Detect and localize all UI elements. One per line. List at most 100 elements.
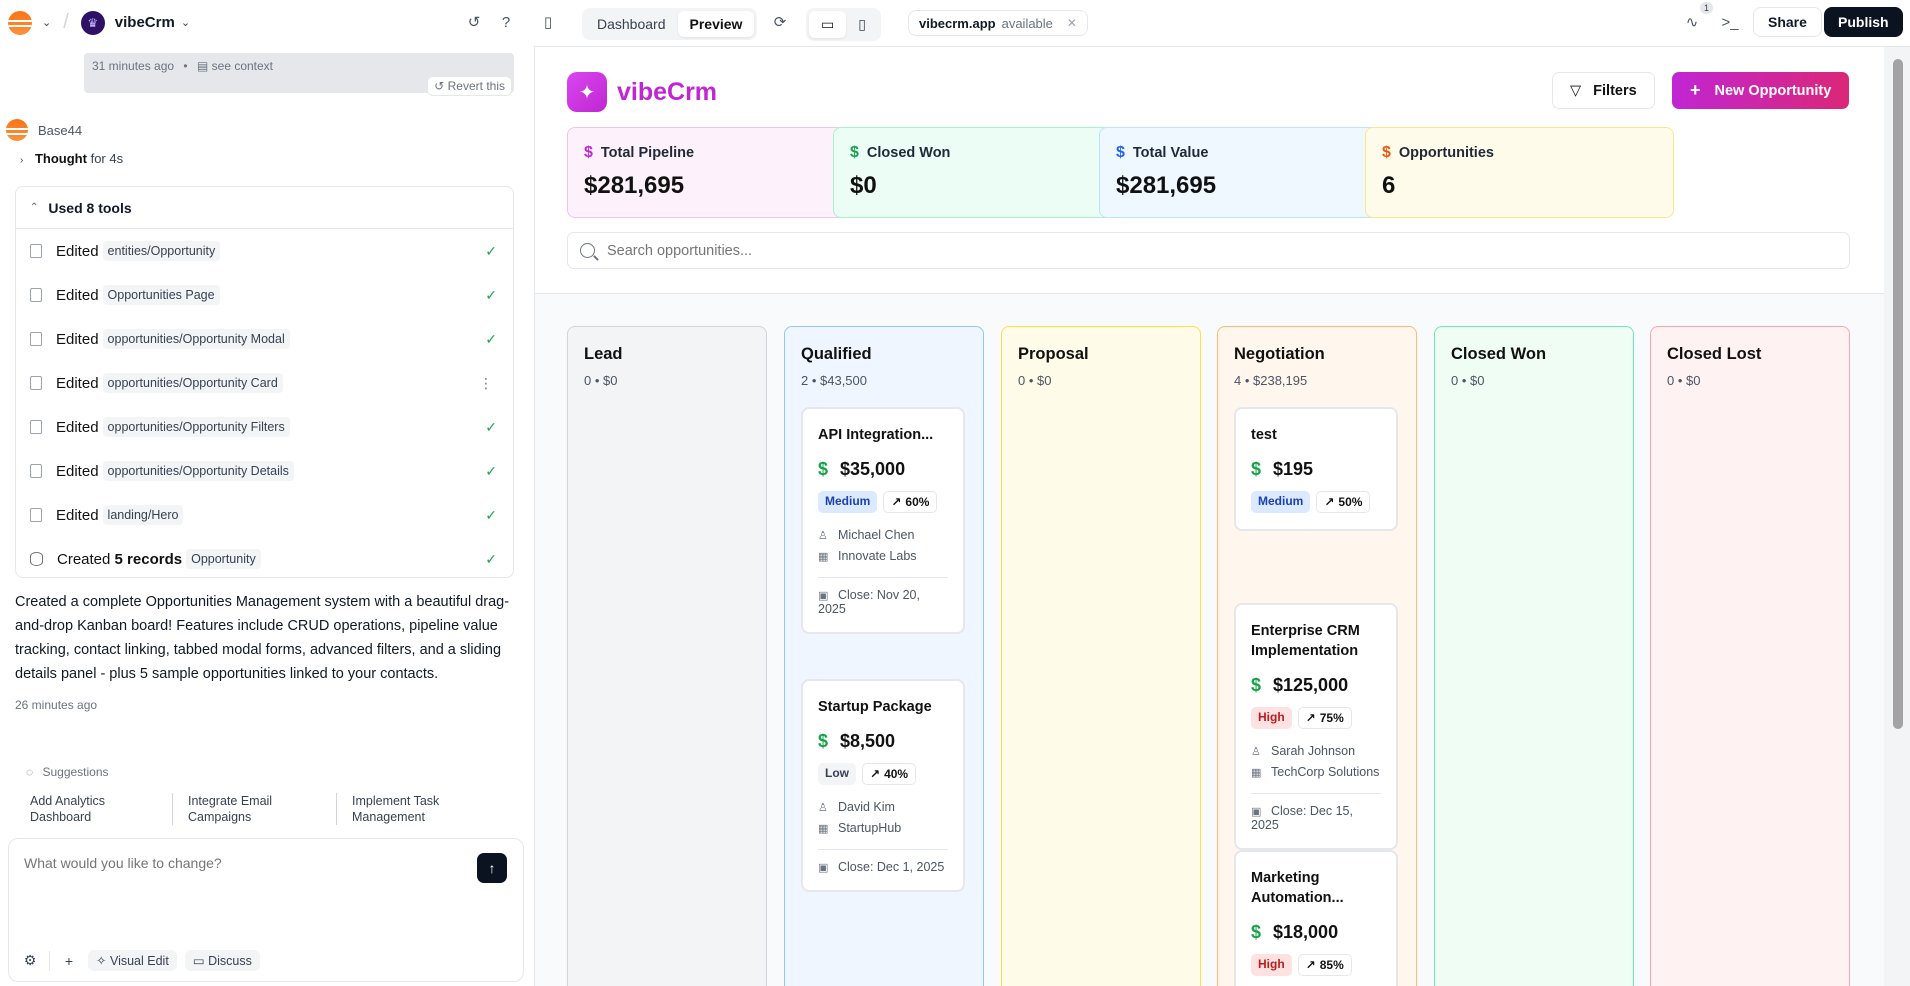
scrollbar[interactable] [1884,47,1910,986]
base44-logo-icon[interactable] [8,10,32,35]
plus-icon[interactable]: + [64,952,74,969]
chat-panel: 31 minutes ago • ▤ see context ↺ Revert … [0,45,530,986]
card-title: Startup Package [818,699,932,715]
filters-button[interactable]: ▽ Filters [1552,72,1655,109]
tool-row[interactable]: Edited opportunities/Opportunity Details ✓ [16,449,513,493]
opportunity-card[interactable]: Marketing Automation... $ $18,000 High ↗ 85% [1234,850,1398,986]
tools-header-label: Used 8 tools [48,199,132,216]
project-name[interactable]: vibeCrm [114,14,175,31]
stat-value: $0 [850,172,877,199]
tool-row[interactable]: Edited landing/Hero ✓ [16,493,513,537]
priority-badge: High [1251,707,1292,729]
tool-row[interactable]: Edited opportunities/Opportunity Filters ✓ [16,405,513,449]
tool-row[interactable]: Edited entities/Opportunity ✓ [16,229,513,273]
suggestion-task[interactable]: Implement Task Management [336,793,486,825]
more-vertical-icon[interactable]: ⋮ [479,374,493,391]
url-pill[interactable]: vibecrm.app available ✕ [908,10,1088,36]
file-icon [30,464,42,478]
kanban-column: Closed Lost 0 • $0 [1650,326,1850,986]
see-context-link[interactable]: see context [211,59,274,73]
chevron-right-icon: › [20,155,24,166]
chevron-down-icon[interactable]: ⌄ [42,17,52,29]
card-value-text: $8,500 [840,731,896,751]
search-icon [580,243,595,258]
tool-row[interactable]: Created 5 records Opportunity ✓ [16,537,513,577]
visual-edit-button[interactable]: ✧ Visual Edit [88,950,177,971]
check-icon: ✓ [485,550,497,567]
revert-button[interactable]: ↺ Revert this [427,76,512,96]
new-opportunity-button[interactable]: + New Opportunity [1672,72,1850,109]
publish-button[interactable]: Publish [1824,7,1903,37]
close-date: ▣ Close: Dec 1, 2025 [818,849,948,874]
tool-path: landing/Hero [102,505,184,525]
refresh-icon[interactable]: ⟳ [773,14,787,31]
thought-label: Thought [34,151,87,166]
scrollbar-thumb[interactable] [1893,59,1903,729]
tools-header[interactable]: ⌃ Used 8 tools [16,187,513,229]
stat-value: 6 [1382,172,1396,199]
mobile-view-icon[interactable]: ▯ [858,16,866,32]
card-meta: ♙ Sarah Johnson ▦ TechCorp Solutions [1251,741,1381,783]
context-meta: 31 minutes ago • ▤ see context [92,59,273,73]
share-button[interactable]: Share [1753,7,1822,37]
trending-up-icon: ↗ [870,767,881,781]
opportunity-card[interactable]: Enterprise CRM Implementation $ $125,000 Hi… [1234,603,1398,850]
thought-toggle[interactable]: › Thought for 4s [20,151,123,166]
column-title: Closed Lost [1667,345,1762,363]
dollar-icon: $ [850,144,859,161]
desktop-view-icon[interactable]: ▭ [809,11,847,38]
priority-badge: Medium [818,491,878,513]
stat-card: $ Opportunities 6 [1365,127,1674,218]
card-tags: High ↗ 75% [1251,707,1381,729]
sidebar-toggle-icon[interactable]: ▯ [543,14,553,31]
file-icon [30,420,42,434]
kanban-column: Lead 0 • $0 [567,326,767,986]
tool-row[interactable]: Edited Opportunities Page ✓ [16,273,513,317]
card-tags: Medium ↗ 60% [818,491,948,513]
company-row: ▦ TechCorp Solutions [1251,762,1381,783]
composer-tools: ⚙ + ✧ Visual Edit ▭ Discuss [19,950,260,971]
tool-path: Opportunities Page [102,285,220,305]
contact-row: ♙ Sarah Johnson [1251,741,1381,762]
close-date-text: Close: Dec 15, 2025 [1251,804,1353,832]
card-tags: High ↗ 85% [1251,954,1381,976]
search-input[interactable] [607,242,1807,259]
contact-name: Sarah Johnson [1271,744,1356,758]
card-meta: ♙ David Kim ▦ StartupHub [818,797,948,839]
suggestion-analytics[interactable]: Add Analytics Dashboard [30,794,106,824]
card-value: $ $125,000 [1251,675,1381,696]
dollar-icon: $ [818,459,829,479]
building-icon: ▦ [1251,767,1262,779]
card-value: $ $8,500 [818,731,948,752]
tab-dashboard[interactable]: Dashboard [597,16,666,32]
opportunity-card[interactable]: test $ $195 Medium ↗ 50% [1234,407,1398,531]
tool-verb: Edited [56,242,99,260]
filter-icon: ▽ [1570,82,1582,99]
terminal-icon[interactable]: >_ [1721,13,1739,31]
history-icon[interactable]: ↺ [467,14,481,31]
help-icon[interactable]: ? [501,13,511,31]
column-title: Negotiation [1234,345,1325,363]
file-icon [30,288,42,302]
context-separator: • [183,59,188,73]
opportunity-card[interactable]: Startup Package $ $8,500 Low ↗ 40% ♙ David Kim ▦… [801,679,965,892]
building-icon: ▦ [818,551,829,563]
project-chevron-down-icon[interactable]: ⌄ [180,17,191,29]
settings-gear-icon[interactable]: ⚙ [23,952,37,968]
opportunity-card[interactable]: API Integration... $ $35,000 Medium ↗ 60% ♙ Mic… [801,407,965,634]
composer-input[interactable] [24,855,464,871]
close-icon[interactable]: ✕ [1066,16,1077,30]
send-arrow-icon[interactable]: ↑ [477,853,507,883]
tab-preview[interactable]: Preview [677,11,755,37]
trending-up-icon: ↗ [1305,958,1316,972]
card-tags: Medium ↗ 50% [1251,491,1381,513]
tool-verb: Created 5 records [57,550,183,568]
tool-row[interactable]: Edited opportunities/Opportunity Card ⋮ [16,361,513,405]
discuss-button[interactable]: ▭ Discuss [184,950,260,971]
kanban-column: Negotiation 4 • $238,195 test $ $195 Medium ↗ 5… [1217,326,1417,986]
project-avatar[interactable]: ♛ [80,10,105,35]
activity-button[interactable]: ∿ 1 [1678,2,1713,36]
suggestion-email[interactable]: Integrate Email Campaigns [172,793,336,825]
revert-label: Revert this [447,79,505,93]
tool-row[interactable]: Edited opportunities/Opportunity Modal ✓ [16,317,513,361]
